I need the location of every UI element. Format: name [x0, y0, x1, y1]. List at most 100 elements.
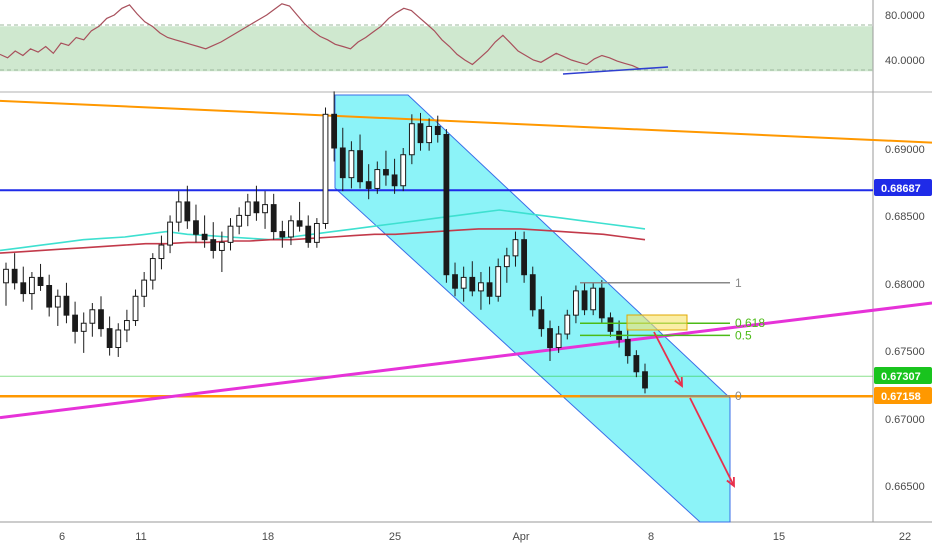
projection-arrows	[653, 331, 735, 488]
fib-level-label: 1	[735, 276, 742, 290]
time-tick: 15	[773, 531, 785, 543]
price-tag-orange: 0.67158	[874, 387, 932, 404]
price-tick: 0.68000	[885, 279, 925, 291]
candle-body	[400, 154, 407, 187]
candle-body	[80, 322, 87, 332]
candle-body	[253, 201, 260, 214]
candle-body	[11, 268, 18, 284]
oscillator-tick-40: 40.0000	[885, 55, 925, 67]
candle-body	[443, 134, 450, 276]
candle-body	[426, 125, 433, 144]
candle-body	[357, 150, 363, 183]
projection-arrow-head	[674, 376, 683, 388]
candle-body	[391, 174, 398, 187]
candle-body	[115, 329, 122, 349]
candle-body	[417, 123, 424, 144]
candle-body	[167, 221, 173, 246]
candle-body	[598, 287, 605, 319]
candle-body	[547, 328, 553, 349]
candle-body	[374, 169, 381, 189]
candle-body	[624, 338, 631, 357]
candle-body	[184, 201, 191, 222]
candle-body	[322, 113, 329, 224]
candle-body	[106, 328, 113, 349]
magenta-trendline	[0, 301, 932, 420]
fib-level-label: 0.618	[735, 316, 765, 330]
price-tag-green-label: 0.67307	[881, 371, 921, 383]
candle-body	[29, 276, 35, 295]
candle-body	[296, 220, 303, 227]
candle-body	[288, 220, 294, 238]
candle-body	[37, 276, 44, 286]
candles	[3, 91, 648, 394]
price-tick: 0.66500	[885, 481, 925, 493]
candle-body	[478, 282, 484, 292]
moving-average-fast	[0, 209, 646, 252]
price-axis-ticks: 0.69000 0.68500 0.68000 0.67500 0.67000 …	[885, 144, 925, 493]
time-tick: 6	[59, 531, 65, 543]
time-tick: 8	[648, 531, 654, 543]
candle-body	[434, 125, 441, 136]
price-tag-orange-label: 0.67158	[881, 391, 921, 403]
fib-level-label: 0.5	[735, 328, 752, 342]
candle-body	[132, 295, 139, 322]
candle-body	[244, 201, 251, 216]
candle-body	[564, 314, 571, 335]
candle-body	[201, 233, 208, 241]
time-tick: 18	[262, 531, 274, 543]
candle-body	[89, 309, 96, 324]
candle-body	[383, 169, 389, 176]
candle-body	[149, 258, 156, 281]
candle-body	[193, 220, 199, 235]
candle-body	[460, 276, 467, 289]
oscillator-trendline	[562, 66, 669, 75]
oscillator-line	[0, 3, 641, 70]
time-tick: 25	[389, 531, 401, 543]
candle-body	[581, 290, 588, 311]
candle-body	[158, 244, 165, 260]
price-tag-blue-label: 0.68687	[881, 183, 921, 195]
candle-body	[486, 282, 493, 297]
fib-level-label: 0	[735, 389, 742, 403]
candle-body	[529, 274, 536, 311]
candle-body	[365, 181, 372, 189]
candle-body	[555, 333, 562, 349]
candle-body	[218, 241, 225, 251]
candle-body	[175, 201, 182, 223]
candle-body	[331, 113, 338, 149]
oscillator-pane: 80.0000 40.0000	[0, 3, 925, 75]
candle-body	[590, 287, 597, 311]
candle-body	[54, 295, 61, 308]
candle-body	[408, 123, 415, 156]
candle-body	[495, 266, 502, 297]
price-tick: 0.67000	[885, 414, 925, 426]
projection-arrow	[689, 397, 735, 487]
candle-body	[642, 371, 648, 389]
oscillator-tick-80: 80.0000	[885, 10, 925, 22]
candle-body	[339, 147, 346, 179]
time-tick: Apr	[512, 531, 529, 543]
moving-average-slow	[0, 228, 646, 254]
orange-trendline	[0, 99, 932, 144]
candle-body	[210, 239, 217, 251]
candle-body	[348, 150, 355, 179]
candle-body	[469, 276, 476, 292]
candle-body	[63, 295, 70, 316]
candle-body	[262, 204, 268, 214]
candle-body	[227, 225, 234, 243]
price-tag-green: 0.67307	[874, 367, 932, 384]
price-tag-blue: 0.68687	[874, 179, 932, 196]
candle-body	[279, 231, 286, 238]
candle-body	[270, 204, 277, 233]
highlight-zone	[626, 314, 688, 331]
candle-body	[20, 282, 27, 295]
candle-body	[503, 255, 510, 268]
candle-body	[538, 309, 545, 330]
candle-body	[3, 268, 9, 284]
candle-body	[452, 274, 458, 289]
candle-body	[46, 284, 53, 308]
price-tick: 0.68500	[885, 211, 925, 223]
